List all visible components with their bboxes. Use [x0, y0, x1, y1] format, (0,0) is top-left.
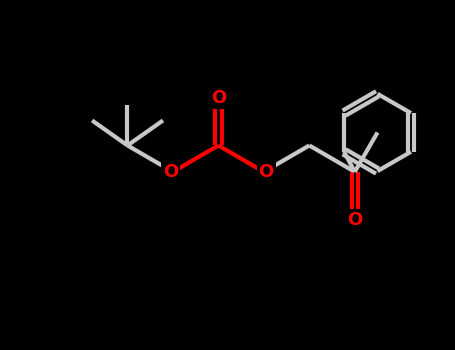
Text: O: O	[347, 211, 362, 229]
Text: O: O	[163, 163, 178, 181]
Text: O: O	[211, 89, 226, 107]
Text: O: O	[258, 163, 274, 181]
